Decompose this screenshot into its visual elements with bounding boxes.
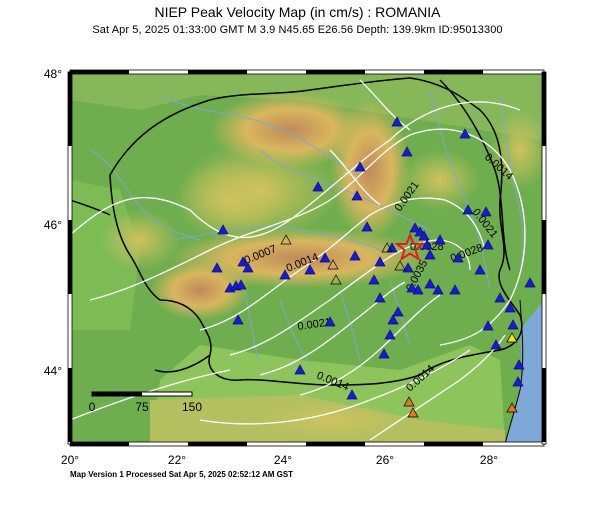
map-frame [67, 69, 547, 447]
triangle-icon [409, 222, 421, 233]
triangle-icon [378, 348, 390, 359]
triangle-icon [507, 319, 519, 330]
triangle-icon [384, 329, 396, 340]
map-title: NIEP Peak Velocity Map (in cm/s) : ROMAN… [154, 4, 441, 20]
triangle-icon [232, 314, 244, 325]
borders [70, 77, 523, 386]
triangle-icon [482, 239, 494, 250]
triangle-icon [403, 396, 415, 407]
triangle-icon [482, 320, 494, 331]
triangle-icon [407, 407, 419, 418]
triangle-icon [279, 269, 291, 280]
triangle-icon [452, 252, 464, 263]
triangle-icon [418, 230, 430, 241]
triangle-icon [412, 284, 424, 295]
triangle-icon [474, 264, 486, 275]
scale-label: 0 [89, 400, 96, 414]
triangle-icon [494, 292, 506, 303]
triangle-icon [361, 221, 373, 232]
triangle-icon [524, 277, 536, 288]
triangle-icon [402, 262, 414, 273]
scale-label: 75 [135, 400, 149, 414]
lon-tick: 28° [480, 453, 498, 467]
coastline [504, 299, 524, 444]
scale-bar: 0 75 150 [89, 391, 202, 414]
triangle-icon [432, 284, 444, 295]
triangle-icon [387, 314, 399, 325]
triangle-icon [330, 274, 342, 285]
lat-tick: 44° [44, 364, 62, 378]
triangle-icon [237, 256, 249, 267]
triangle-icon [434, 234, 446, 245]
event-info: Sat Apr 5, 2025 01:33:00 GMT M 3.9 N45.6… [92, 24, 503, 36]
rivers [89, 89, 524, 366]
lat-tick: 48° [44, 67, 62, 81]
lat-tick: 46° [44, 218, 62, 232]
triangle-icon [354, 161, 366, 172]
triangle-icon [424, 278, 436, 289]
triangle-icon [349, 250, 361, 261]
lon-tick: 20° [61, 453, 79, 467]
triangle-icon [294, 364, 306, 375]
triangle-icon [459, 128, 471, 139]
triangle-icon [368, 274, 380, 285]
triangle-icon [324, 316, 336, 327]
stations [211, 116, 536, 418]
black-sea [505, 300, 544, 444]
contours [70, 79, 526, 441]
triangle-icon [304, 264, 316, 275]
triangle-icon [235, 279, 247, 290]
triangle-icon [374, 256, 386, 267]
triangle-icon [506, 332, 518, 343]
triangle-icon [512, 376, 524, 387]
triangle-icon [424, 249, 436, 260]
axis-labels: 20° 22° 24° 26° 28° 48° 46° 44° [44, 67, 498, 467]
triangle-icon [513, 359, 525, 370]
triangle-icon [351, 190, 363, 201]
triangle-icon [394, 260, 406, 271]
triangle-icon [312, 181, 324, 192]
triangle-icon [490, 339, 502, 350]
contour-label: 0.0021 [297, 316, 332, 333]
scale-label: 150 [182, 400, 202, 414]
triangle-icon [319, 252, 331, 263]
triangle-icon [506, 402, 518, 413]
processing-note: Map Version 1 Processed Sat Apr 5, 2025 … [70, 470, 294, 479]
lon-tick: 24° [274, 453, 292, 467]
triangle-icon [391, 116, 403, 127]
triangle-icon [374, 292, 386, 303]
triangle-icon [327, 259, 339, 270]
lon-tick: 26° [376, 453, 394, 467]
triangle-icon [406, 282, 418, 293]
triangle-icon [392, 306, 404, 317]
triangle-icon [211, 262, 223, 273]
triangle-icon [504, 302, 516, 313]
triangle-icon [346, 389, 358, 400]
triangle-icon [401, 146, 413, 157]
star-icon [394, 232, 426, 262]
triangle-icon [449, 284, 461, 295]
triangle-icon [242, 262, 254, 273]
triangle-icon [280, 234, 292, 245]
triangle-icon [217, 224, 229, 235]
triangle-icon [480, 206, 492, 217]
triangle-icon [381, 242, 393, 253]
lon-tick: 22° [168, 453, 186, 467]
triangle-icon [462, 204, 474, 215]
triangle-icon [421, 239, 433, 250]
